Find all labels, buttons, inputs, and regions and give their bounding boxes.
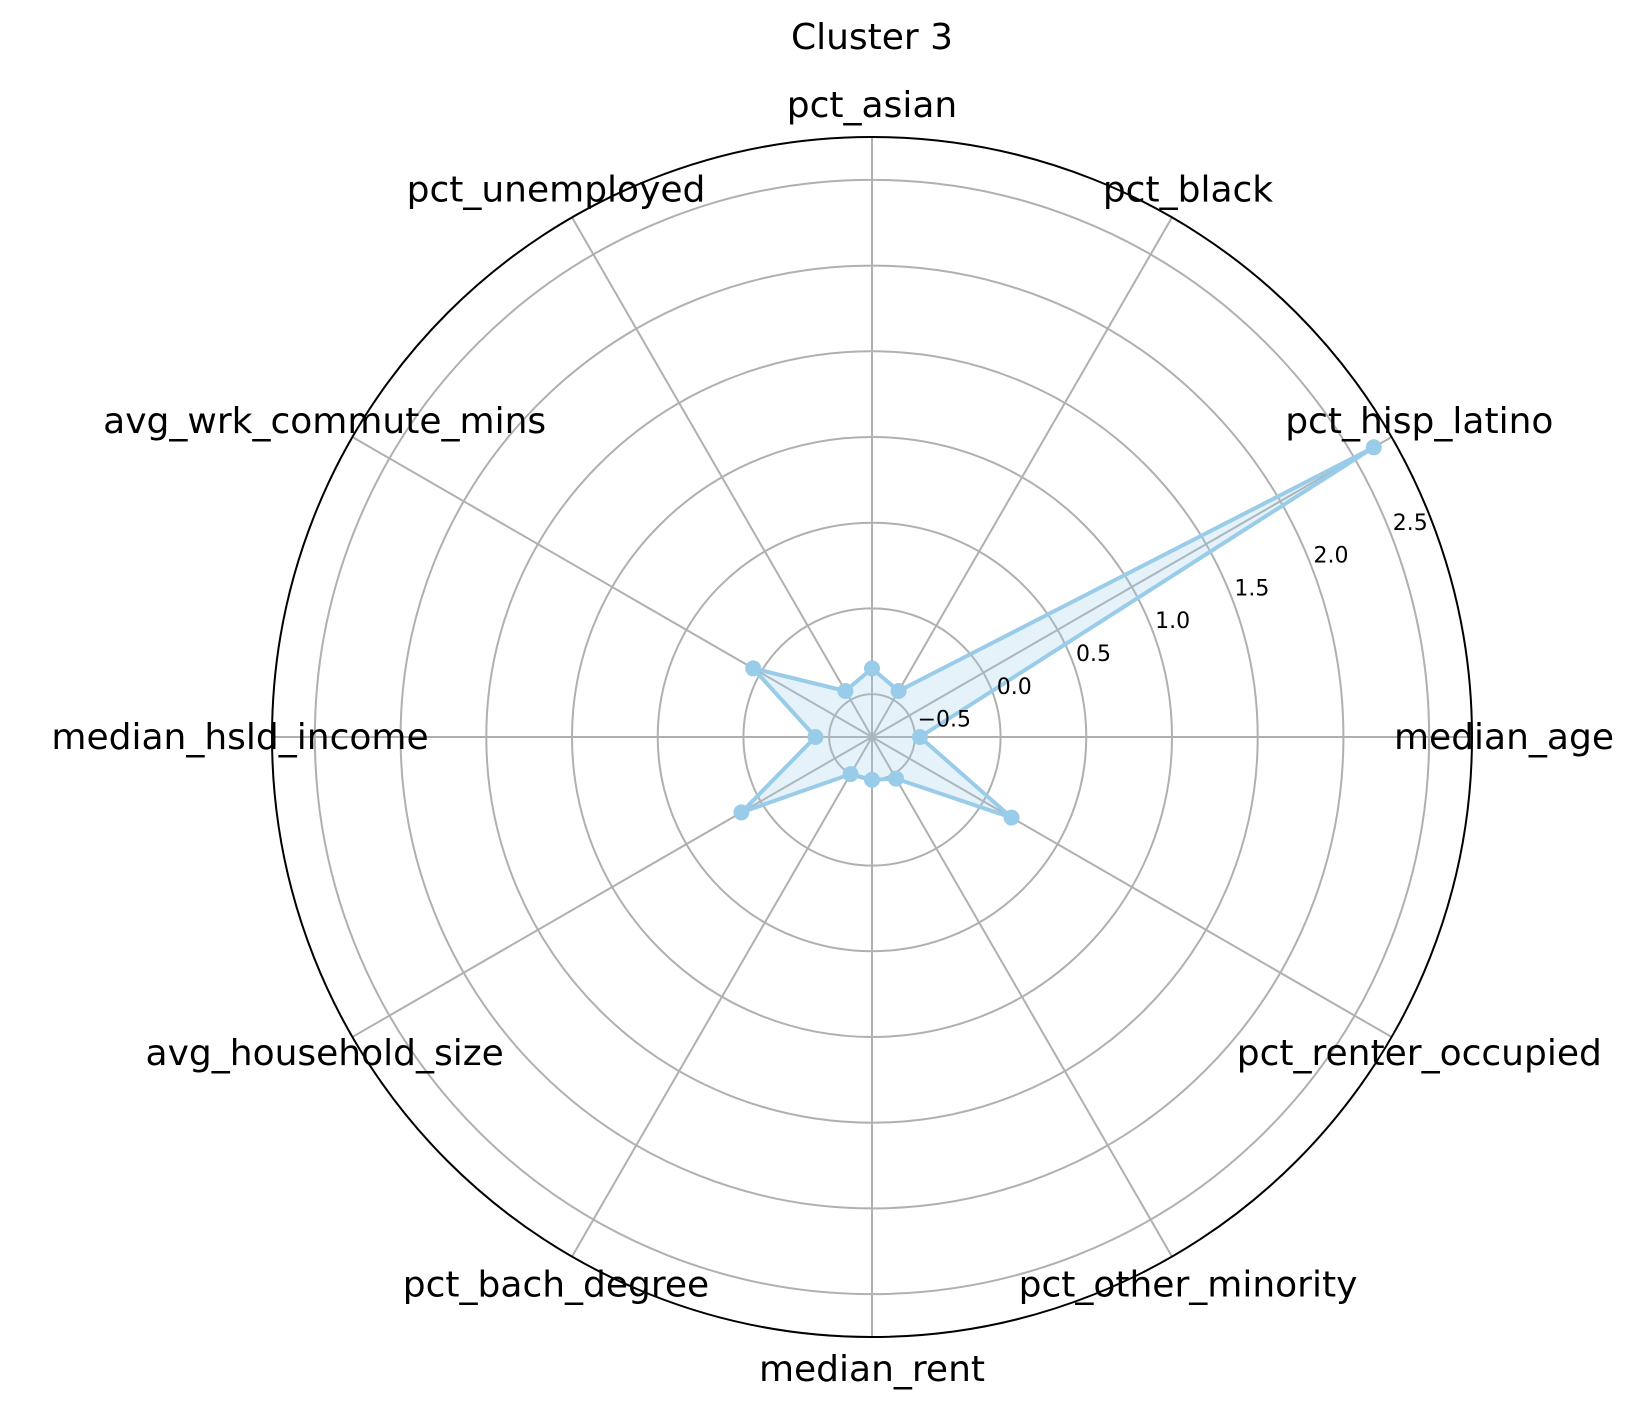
data-point-pct_black <box>890 682 907 699</box>
category-label-pct_asian: pct_asian <box>787 85 957 126</box>
spoke-10 <box>871 736 1173 1258</box>
grid-layer <box>271 136 1473 1338</box>
spoke-2 <box>871 216 1173 738</box>
category-label-pct_hisp_latino: pct_hisp_latino <box>1285 401 1553 442</box>
chart-title: Cluster 3 <box>791 17 953 58</box>
data-point-median_hsld_income <box>807 729 824 745</box>
category-label-avg_wrk_commute_mins: avg_wrk_commute_mins <box>103 401 546 442</box>
data-point-pct_renter_occupied <box>1003 809 1020 826</box>
category-label-pct_bach_degree: pct_bach_degree <box>403 1264 709 1305</box>
spoke-8 <box>571 736 873 1258</box>
category-label-pct_other_minority: pct_other_minority <box>1019 1264 1358 1305</box>
category-label-pct_renter_occupied: pct_renter_occupied <box>1237 1033 1602 1074</box>
series-fill <box>741 447 1374 818</box>
r-tick-label-5: 2.0 <box>1314 544 1349 569</box>
polar-frame <box>271 136 1473 1338</box>
category-labels: median_age pct_hisp_latino pct_black pct_as… <box>51 85 1614 1390</box>
r-tick-label-3: 1.0 <box>1155 609 1190 634</box>
r-tick-label-0: −0.5 <box>918 708 971 733</box>
data-point-avg_household_size <box>733 804 750 821</box>
spoke-5 <box>351 436 873 738</box>
data-point-pct_bach_degree <box>842 766 859 783</box>
category-label-median_hsld_income: median_hsld_income <box>51 717 428 758</box>
r-tick-label-6: 2.5 <box>1393 511 1428 536</box>
r-tick-label-2: 0.5 <box>1076 642 1111 667</box>
r-tick-label-1: 0.0 <box>997 675 1032 700</box>
category-label-median_age: median_age <box>1394 717 1614 758</box>
data-point-pct_unemployed <box>837 682 854 699</box>
category-label-avg_household_size: avg_household_size <box>146 1033 504 1074</box>
data-point-median_age <box>912 729 928 745</box>
series-layer <box>733 439 1382 826</box>
data-point-pct_hisp_latino <box>1365 439 1382 456</box>
category-label-pct_unemployed: pct_unemployed <box>407 170 706 211</box>
radial-tick-labels: −0.5 0.0 0.5 1.0 1.5 2.0 2.5 <box>918 511 1428 733</box>
data-point-median_rent <box>864 771 880 788</box>
spoke-7 <box>351 736 873 1038</box>
category-label-pct_black: pct_black <box>1103 170 1273 211</box>
data-point-pct_asian <box>864 660 880 677</box>
category-label-median_rent: median_rent <box>759 1349 985 1390</box>
data-point-avg_wrk_commute_mins <box>745 660 762 677</box>
r-tick-label-4: 1.5 <box>1234 576 1269 601</box>
data-point-pct_other_minority <box>888 770 904 787</box>
spoke-11 <box>871 736 1393 1038</box>
spoke-1 <box>871 436 1393 738</box>
spoke-4 <box>571 216 873 738</box>
